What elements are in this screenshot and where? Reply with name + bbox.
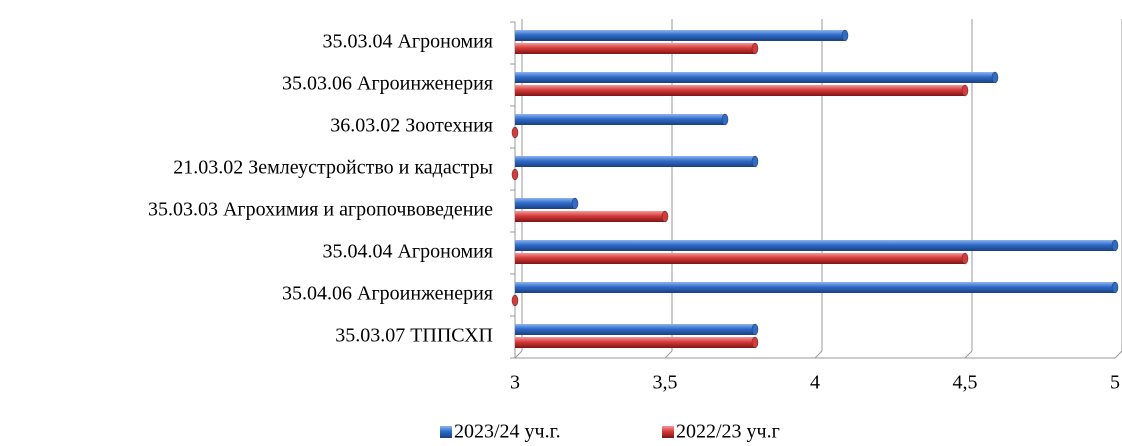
legend-label: 2023/24 уч.г.	[454, 421, 561, 443]
x-tick-label: 3,5	[653, 372, 678, 394]
bar-end	[721, 113, 729, 126]
bar-end	[511, 168, 519, 181]
y-tick-label: 35.04.06 Агроинженерия	[282, 283, 493, 305]
bar-end	[841, 29, 849, 42]
legend-swatch	[440, 426, 452, 438]
bar	[515, 253, 965, 264]
bar-end	[511, 294, 519, 307]
y-tick-label: 35.03.04 Агрономия	[322, 31, 493, 53]
x-tick-label: 4	[810, 372, 820, 394]
y-tick-label: 35.03.07 ТППСХП	[335, 325, 493, 347]
y-tick-label: 35.03.06 Агроинженерия	[282, 73, 493, 95]
grid-line	[814, 350, 823, 359]
bar-end	[751, 155, 759, 168]
bar-end	[961, 84, 969, 97]
bar-end	[991, 71, 999, 84]
bar	[515, 114, 725, 125]
x-tick-label: 4,5	[953, 372, 978, 394]
bar-end	[751, 323, 759, 336]
bar-end	[1111, 281, 1119, 294]
bar-end	[1111, 239, 1119, 252]
bar	[515, 211, 665, 222]
bar	[515, 43, 755, 54]
bar	[515, 324, 755, 335]
grid-line	[514, 350, 523, 359]
y-tick-label: 21.03.02 Землеустройство и кадастры	[173, 157, 493, 179]
bar-end	[961, 252, 969, 265]
bar-end	[751, 42, 759, 55]
legend-label: 2022/23 уч.г	[676, 421, 780, 443]
grid-line	[964, 350, 973, 359]
bar	[515, 72, 995, 83]
bar-end	[751, 336, 759, 349]
y-tick-label: 35.03.03 Агрохимия и агропочвоведение	[148, 199, 493, 221]
bar	[515, 282, 1115, 293]
legend-swatch	[662, 426, 674, 438]
y-tick-label: 35.04.04 Агрономия	[322, 241, 493, 263]
bar	[515, 30, 845, 41]
x-tick-label: 5	[1110, 372, 1120, 394]
x-tick-label: 3	[510, 372, 520, 394]
bar	[515, 156, 755, 167]
grid-line	[664, 350, 673, 359]
bar-end	[571, 197, 579, 210]
y-tick-label: 36.03.02 Зоотехния	[330, 115, 493, 137]
bar-end	[511, 126, 519, 139]
grid-line	[1114, 350, 1122, 359]
bar	[515, 85, 965, 96]
bar	[515, 198, 575, 209]
bar	[515, 240, 1115, 251]
bar-end	[661, 210, 669, 223]
bar	[515, 337, 755, 348]
